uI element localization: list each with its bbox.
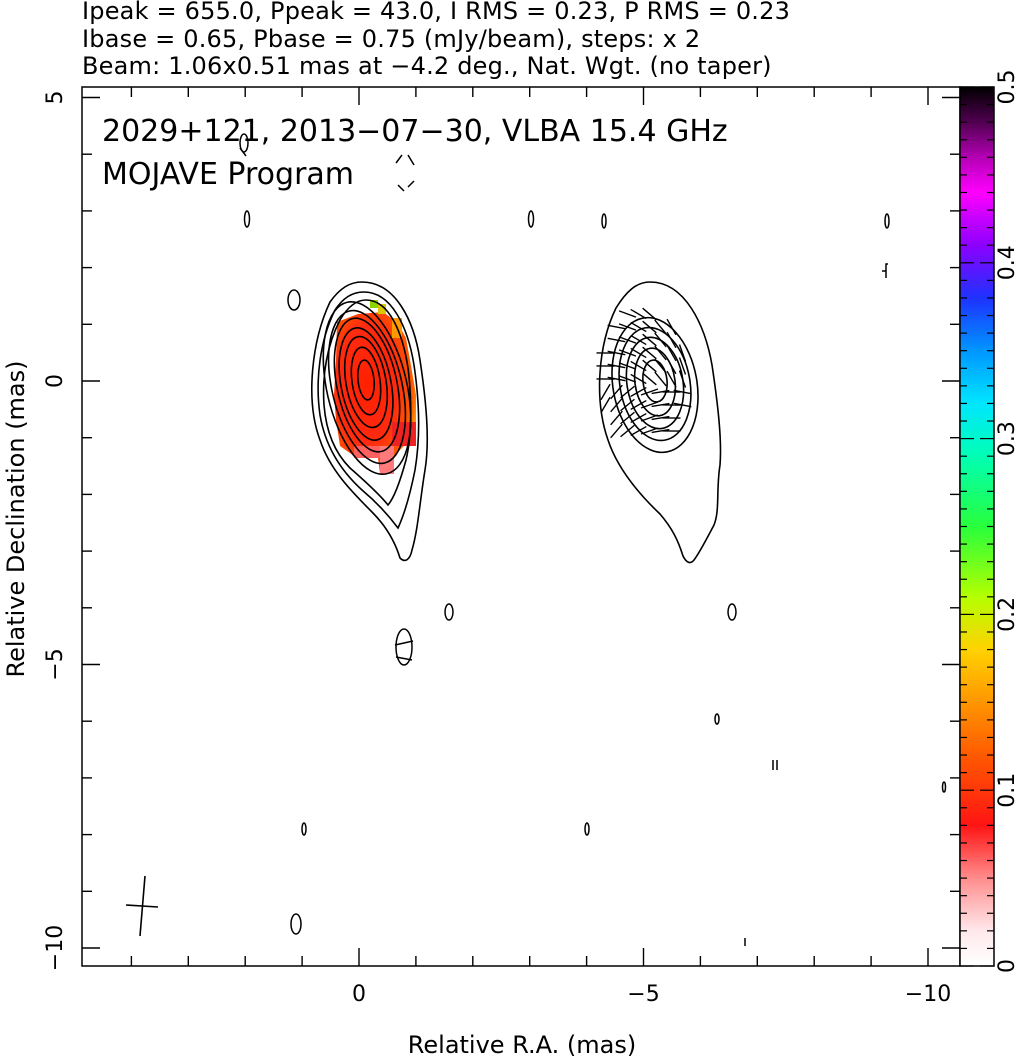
- evpa-stick: [630, 386, 647, 398]
- evpa-stick: [618, 310, 637, 318]
- evpa-stick: [618, 349, 637, 357]
- intensity-contours-left: [311, 281, 429, 562]
- y-tick-label: 0: [43, 374, 68, 388]
- header-base-line: Ibase = 0.65, Pbase = 0.75 (mJy/beam), s…: [82, 25, 701, 53]
- evpa-sticks: [596, 307, 692, 439]
- colorbar-tick-label: 0.1: [995, 773, 1020, 808]
- evpa-stick: [654, 358, 667, 374]
- program-title: MOJAVE Program: [102, 157, 354, 192]
- evpa-stick: [607, 376, 626, 382]
- evpa-stick: [610, 410, 623, 426]
- evpa-stick: [673, 402, 692, 408]
- evpa-stick: [651, 402, 670, 408]
- colorbar-tick-label: 0.5: [995, 70, 1020, 105]
- colorbar-ticks: [960, 86, 994, 967]
- evpa-stick: [642, 359, 657, 373]
- evpa-stick: [654, 371, 667, 387]
- x-tick-label: −10: [905, 982, 951, 1007]
- evpa-stick: [630, 412, 647, 424]
- evpa-stick: [666, 357, 677, 375]
- evpa-stick: [651, 415, 670, 421]
- evpa-stick: [666, 344, 677, 362]
- evpa-stick: [654, 345, 667, 361]
- pol-pixel: [370, 300, 378, 308]
- evpa-stick: [607, 363, 626, 369]
- header-stats-line: Ipeak = 655.0, Ppeak = 43.0, I RMS = 0.2…: [82, 0, 791, 25]
- evpa-stick: [618, 336, 637, 344]
- evpa-stick: [673, 389, 692, 395]
- evpa-stick: [620, 411, 635, 425]
- evpa-stick: [610, 423, 623, 439]
- header-beam-line: Beam: 1.06x0.51 mas at −4.2 deg., Nat. W…: [82, 52, 772, 80]
- evpa-stick: [642, 320, 657, 334]
- axis-tick-labels: 0 −5 −10 5 0 −5 −10: [43, 91, 951, 1008]
- evpa-stick: [630, 347, 647, 359]
- y-axis-title: Relative Declination (mas): [2, 360, 30, 677]
- evpa-stick: [654, 319, 667, 335]
- evpa-stick: [630, 334, 647, 346]
- evpa-stick: [651, 389, 670, 395]
- evpa-stick: [630, 308, 647, 320]
- source-title: 2029+121, 2013−07−30, VLBA 15.4 GHz: [102, 114, 728, 149]
- evpa-stick: [640, 388, 659, 396]
- evpa-stick: [678, 357, 687, 375]
- y-tick-label: −5: [43, 648, 68, 680]
- evpa-stick: [620, 398, 635, 412]
- evpa-stick: [640, 401, 659, 409]
- evpa-stick: [640, 427, 659, 435]
- evpa-stick: [607, 337, 626, 343]
- pol-pixel: [380, 446, 394, 474]
- evpa-stick: [610, 384, 623, 400]
- evpa-stick: [678, 344, 687, 362]
- evpa-stick: [642, 346, 657, 360]
- evpa-stick: [618, 362, 637, 370]
- colorbar-tick-labels: 0 0.1 0.2 0.3 0.4 0.5: [995, 70, 1020, 974]
- evpa-stick: [620, 385, 635, 399]
- evpa-stick: [642, 372, 657, 386]
- colorbar-tick-label: 0.4: [995, 245, 1020, 280]
- evpa-stick: [654, 332, 667, 348]
- evpa-stick: [607, 324, 626, 330]
- y-tick-label: 5: [43, 91, 68, 105]
- evpa-stick: [630, 425, 647, 437]
- beam-symbol: [125, 875, 159, 937]
- evpa-stick: [600, 396, 611, 414]
- x-tick-label: −5: [627, 982, 659, 1007]
- evpa-stick: [651, 428, 670, 434]
- evpa-stick: [630, 321, 647, 333]
- x-axis-title: Relative R.A. (mas): [408, 1031, 636, 1059]
- evpa-stick: [678, 370, 687, 388]
- evpa-stick: [600, 383, 611, 401]
- evpa-stick: [666, 370, 677, 388]
- evpa-stick: [630, 399, 647, 411]
- evpa-stick: [620, 424, 635, 438]
- axis-ticks: [82, 87, 960, 966]
- noise-contours: [239, 133, 947, 946]
- colorbar-tick-label: 0.3: [995, 421, 1020, 456]
- evpa-stick: [640, 414, 659, 422]
- plot-frame: [81, 86, 961, 967]
- evpa-stick: [607, 350, 626, 356]
- evpa-stick: [630, 373, 647, 385]
- evpa-stick: [666, 331, 677, 349]
- evpa-stick: [618, 323, 637, 331]
- colorbar-tick-label: 0.2: [995, 597, 1020, 632]
- evpa-stick: [642, 333, 657, 347]
- evpa-stick: [642, 307, 657, 321]
- y-tick-label: −10: [43, 925, 68, 971]
- pol-pixel: [354, 446, 380, 458]
- evpa-stick: [618, 375, 637, 383]
- x-tick-label: 0: [352, 982, 366, 1007]
- pol-pixel: [378, 304, 386, 314]
- colorbar-tick-label: 0: [995, 959, 1020, 973]
- evpa-stick: [630, 360, 647, 372]
- evpa-stick: [666, 318, 677, 336]
- evpa-stick: [610, 397, 623, 413]
